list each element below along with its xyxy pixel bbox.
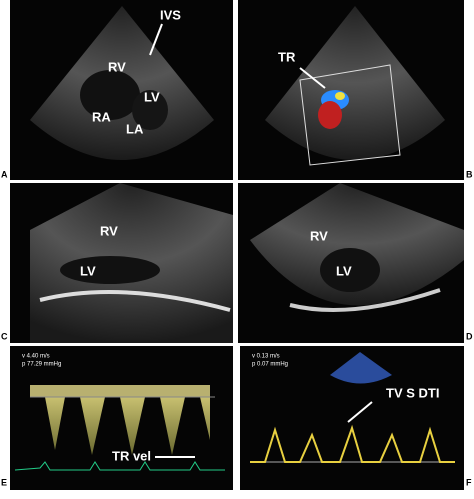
panel-label: D (466, 331, 473, 341)
panel-label: C (1, 331, 8, 341)
panel-b: TR B (238, 0, 473, 180)
annotation: LV (80, 263, 96, 278)
annotation: RV (310, 228, 328, 243)
readout: p 77.29 mmHg (22, 362, 61, 368)
annotation: IVS (160, 7, 181, 22)
annotation: TR vel (112, 448, 151, 463)
annotation: LA (126, 121, 144, 136)
annotation: TV S DTI (386, 385, 439, 400)
panel-e: v 4.40 m/s p 77.29 mmHg TR vel E (1, 346, 233, 490)
annotation: RA (92, 109, 111, 124)
panel-label: F (466, 477, 472, 487)
panel-a: IVS RV LV RA LA A (1, 0, 233, 180)
panel-label: A (1, 169, 8, 179)
panel-d: RV LV D (238, 183, 473, 343)
readout: p 0.07 mmHg (252, 362, 288, 368)
panel-label: E (1, 477, 7, 487)
annotation: RV (108, 59, 126, 74)
panel-label: B (466, 169, 473, 179)
annotation: LV (336, 263, 352, 278)
annotation: TR (278, 49, 296, 64)
panel-f: v 0.13 m/s p 0.07 mmHg TV S DTI F (240, 346, 472, 490)
annotation: LV (144, 89, 160, 104)
panel-c: RV LV C (1, 183, 233, 343)
readout: v 4.40 m/s (22, 354, 50, 360)
readout: v 0.13 m/s (252, 354, 280, 360)
annotation: RV (100, 223, 118, 238)
